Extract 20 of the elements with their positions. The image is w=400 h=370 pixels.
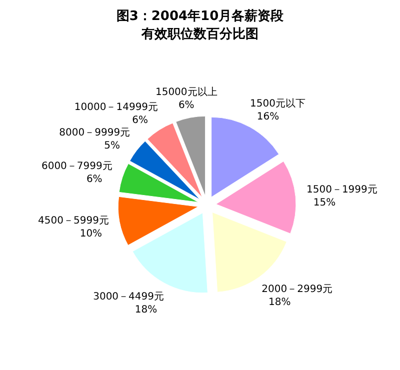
data-label: 18% xyxy=(268,296,291,308)
data-label: 6% xyxy=(178,100,194,111)
slice-label: 1500－1999元 xyxy=(306,184,378,196)
data-label: 15% xyxy=(313,198,336,209)
slice-label: 15000元以上 xyxy=(155,86,218,98)
data-label: 18% xyxy=(134,304,158,316)
slice-label: 10000－14999元 xyxy=(74,102,158,114)
data-label: 5% xyxy=(104,140,120,152)
data-label: 16% xyxy=(256,112,280,123)
slice-label: 2000－2999元 xyxy=(262,284,333,295)
slice-label: 1500元以下 xyxy=(250,98,306,110)
slice-label: 6000－7999元 xyxy=(41,161,112,172)
slice-label: 4500－5999元 xyxy=(38,216,109,227)
data-label: 10% xyxy=(80,228,102,240)
slice-label: 3000－4499元 xyxy=(93,291,164,302)
chart-title: 图3：2004年10月各薪资段 xyxy=(116,8,285,24)
slice-label: 8000－9999元 xyxy=(59,128,130,139)
chart-subtitle: 有效职位数百分比图 xyxy=(140,27,258,42)
data-label: 6% xyxy=(132,115,148,126)
data-label: 6% xyxy=(86,174,102,186)
